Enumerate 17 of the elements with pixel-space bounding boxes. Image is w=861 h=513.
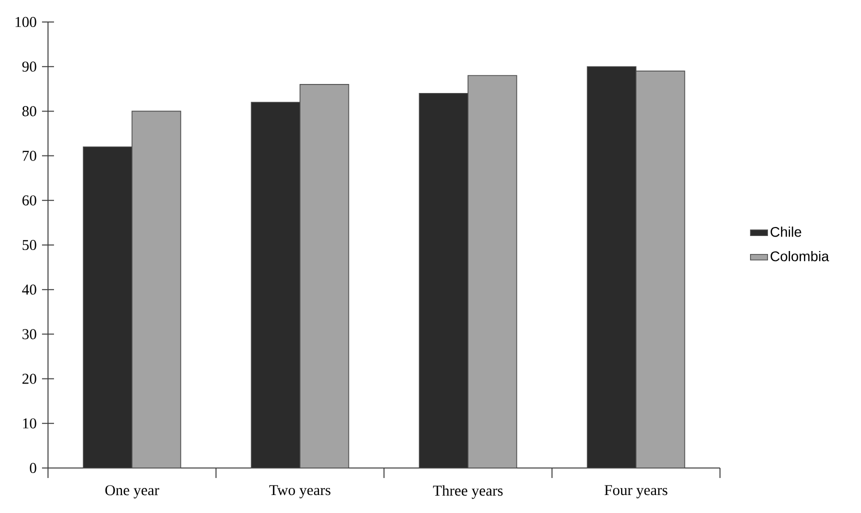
y-tick-label: 20	[22, 374, 36, 384]
legend-label: Colombia	[770, 250, 830, 262]
y-tick-label: 40	[22, 284, 36, 295]
legend-label: Chile	[770, 226, 802, 237]
y-tick-label: 80	[22, 106, 36, 116]
x-tick-label: One year	[105, 485, 160, 498]
y-tick-label: 30	[22, 329, 36, 340]
y-tick-label: 0	[30, 462, 36, 474]
y-tick-label: 50	[22, 240, 36, 250]
y-tick-label: 90	[22, 62, 36, 72]
y-tick-label: 60	[22, 195, 36, 206]
y-tick-label: 70	[22, 150, 36, 161]
y-tick-label: 100	[16, 16, 36, 28]
y-tick-label: 10	[23, 418, 36, 428]
x-tick-label: Two years	[269, 485, 330, 498]
x-tick-label: Four years	[604, 485, 668, 498]
x-tick-label: Three years	[433, 485, 503, 499]
